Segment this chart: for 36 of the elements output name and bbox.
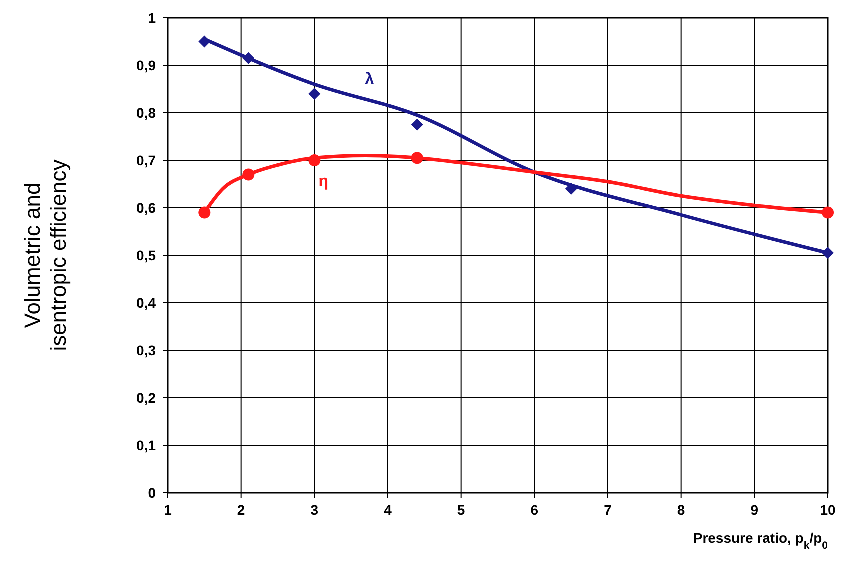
- x-tick-label: 3: [310, 502, 319, 518]
- x-tick-label: 5: [457, 502, 466, 518]
- x-tick-label: 1: [164, 502, 172, 518]
- x-axis-title: Pressure ratio, p$_{k}$/p$_{0}$: [693, 530, 828, 552]
- point: [411, 118, 424, 131]
- y-tick-label: 0,2: [136, 390, 156, 406]
- y-tick-label: 0: [148, 485, 156, 501]
- x-tick-label: 4: [384, 502, 392, 518]
- y-tick-label: 0,1: [136, 438, 156, 454]
- y-tick-label: 0,3: [136, 342, 156, 358]
- x-tick-label: 7: [604, 502, 612, 518]
- y-tick-label: 0,6: [136, 200, 156, 216]
- point: [308, 154, 321, 166]
- x-tick-label: 6: [530, 502, 539, 518]
- x-tick-label: 9: [750, 502, 759, 518]
- x-tick-label: 8: [677, 502, 686, 518]
- y-tick-label: 0,4: [136, 295, 156, 311]
- y-tick-label: 1: [148, 10, 156, 26]
- point: [565, 183, 578, 195]
- point: [198, 206, 211, 219]
- point: [242, 52, 255, 64]
- y-axis-title: Volumetric and isentropic efficiency: [20, 160, 71, 352]
- y-tick-label: 0,7: [136, 152, 156, 168]
- y-tick-label: 0,8: [136, 105, 156, 121]
- y-tick-label: 0,9: [136, 58, 156, 74]
- series-label: η: [318, 174, 329, 190]
- x-tick-label: 2: [237, 502, 246, 518]
- point: [198, 36, 211, 48]
- x-tick-label: 10: [820, 502, 836, 518]
- point: [242, 168, 255, 181]
- point: [308, 88, 321, 100]
- point: [411, 152, 424, 164]
- point: [822, 247, 834, 260]
- point: [822, 206, 834, 219]
- y-tick-label: 0,5: [136, 248, 156, 264]
- text: λ: [365, 71, 374, 88]
